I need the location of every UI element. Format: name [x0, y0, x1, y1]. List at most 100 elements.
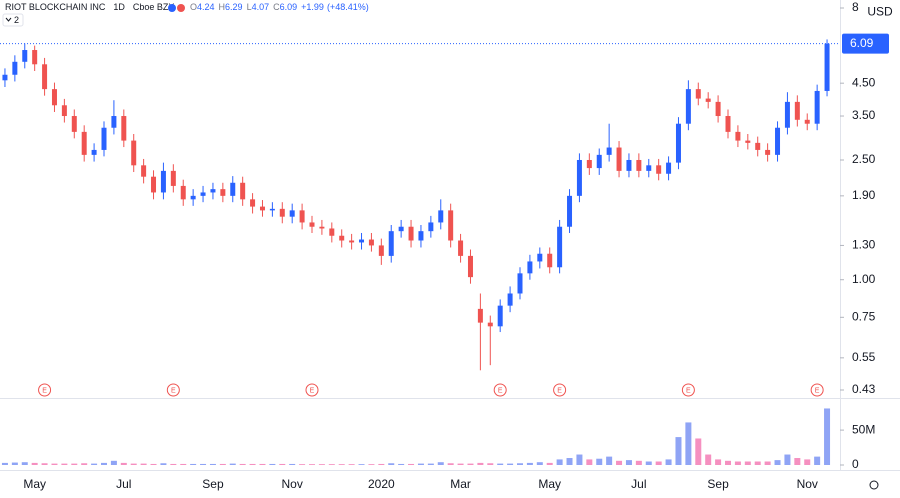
candle-body: [656, 165, 662, 174]
volume-bar: [586, 459, 593, 465]
y-tick-label: 1.90: [852, 188, 876, 202]
volume-bar: [596, 458, 603, 465]
volume-bar: [21, 462, 28, 465]
candle-body: [507, 293, 513, 306]
ohlc-value: 6.09: [280, 2, 298, 12]
volume-bar: [130, 463, 137, 465]
volume-bar: [51, 463, 58, 465]
volume-bar: [695, 438, 702, 465]
volume-bar: [71, 463, 78, 465]
candle-body: [170, 170, 176, 186]
volume-bar: [546, 462, 553, 465]
candle-body: [646, 165, 652, 171]
currency[interactable]: USD: [867, 5, 893, 19]
candle-body: [51, 89, 57, 106]
candle-body: [81, 131, 87, 155]
ohlc-value: 4.07: [252, 2, 270, 12]
volume-bar: [309, 464, 315, 465]
volume-bar: [11, 462, 18, 465]
event-label: E: [686, 387, 691, 394]
event-marker: [810, 383, 824, 397]
candle-body: [160, 170, 166, 193]
candle-body: [695, 89, 701, 99]
volume-bar: [348, 464, 355, 465]
y-tick-label: 2.50: [852, 152, 876, 166]
candle-body: [705, 98, 711, 102]
y-tick-label: 8: [852, 0, 859, 14]
volume-bar: [358, 464, 365, 465]
candle-body: [71, 116, 77, 132]
event-label: E: [557, 387, 562, 394]
volume-bar: [229, 463, 236, 465]
volume-bar: [487, 463, 494, 465]
candle-body: [557, 226, 563, 268]
x-tick-label: Nov: [282, 477, 303, 491]
volume-bar: [110, 460, 117, 465]
volume-bar: [219, 463, 226, 465]
indicator-toggle[interactable]: [2, 13, 24, 27]
volume-bar: [675, 437, 682, 465]
event-marker: [493, 383, 507, 397]
volume-bar: [408, 463, 415, 465]
candle-body: [269, 208, 275, 211]
volume-bar: [41, 463, 48, 465]
candle-body: [200, 192, 206, 196]
status-icon[interactable]: [177, 4, 185, 12]
event-label: E: [310, 387, 315, 394]
candle-body: [121, 116, 127, 141]
candle-body: [131, 140, 137, 166]
volume-bar: [200, 463, 207, 465]
candle-body: [735, 131, 741, 141]
candle-body: [61, 105, 67, 117]
volume-bar: [427, 463, 434, 465]
candle-body: [814, 90, 820, 124]
volume-bar: [140, 463, 147, 465]
x-tick-label: Jul: [631, 477, 646, 491]
event-marker: [305, 383, 319, 397]
volume-bar: [507, 463, 514, 465]
candle-body: [606, 147, 612, 155]
volume-bar: [635, 460, 642, 465]
volume-bar: [338, 464, 345, 465]
candle-body: [22, 50, 28, 62]
x-tick-label: Mar: [450, 477, 471, 491]
volume-bar: [299, 464, 306, 465]
y-tick-label: 0.55: [852, 350, 876, 364]
interval: 1D: [113, 2, 125, 12]
candle-body: [418, 231, 424, 241]
chevron: [5, 17, 12, 22]
candle-body: [576, 159, 582, 196]
candle-body: [359, 239, 365, 243]
candle-body: [210, 189, 216, 193]
volume-bar: [259, 463, 266, 465]
candle-body: [784, 101, 790, 128]
volume-bar: [665, 459, 672, 465]
volume-bar: [269, 463, 276, 465]
candle-body: [101, 127, 107, 150]
currency-box[interactable]: [862, 1, 898, 23]
volume-bar: [378, 463, 385, 465]
volume-bar: [725, 460, 731, 465]
candle-body: [42, 64, 48, 90]
candle-body: [368, 239, 374, 246]
volume-bar: [814, 456, 821, 465]
candle-body: [586, 159, 592, 169]
axes: 0.43 0.55 0.75 1.00 1.30 1.90 2.50 3.50 4.50 8 0 50…: [23, 0, 889, 491]
candle-body: [388, 231, 394, 256]
candle-body: [725, 116, 731, 132]
volume-bar: [101, 462, 107, 465]
volume-bar: [794, 458, 801, 465]
candle-body: [259, 206, 265, 211]
volume-bar: [91, 463, 98, 465]
candle-body: [428, 222, 434, 232]
status-icon[interactable]: [168, 4, 176, 12]
volume-bar: [536, 462, 543, 465]
candle-body: [111, 116, 117, 128]
volume-bar: [744, 461, 751, 465]
volume-bar: [526, 462, 533, 465]
volume-bar: [120, 462, 127, 465]
volume-bar: [150, 463, 157, 465]
candle-body: [685, 89, 691, 124]
settings-icon[interactable]: [869, 480, 879, 490]
